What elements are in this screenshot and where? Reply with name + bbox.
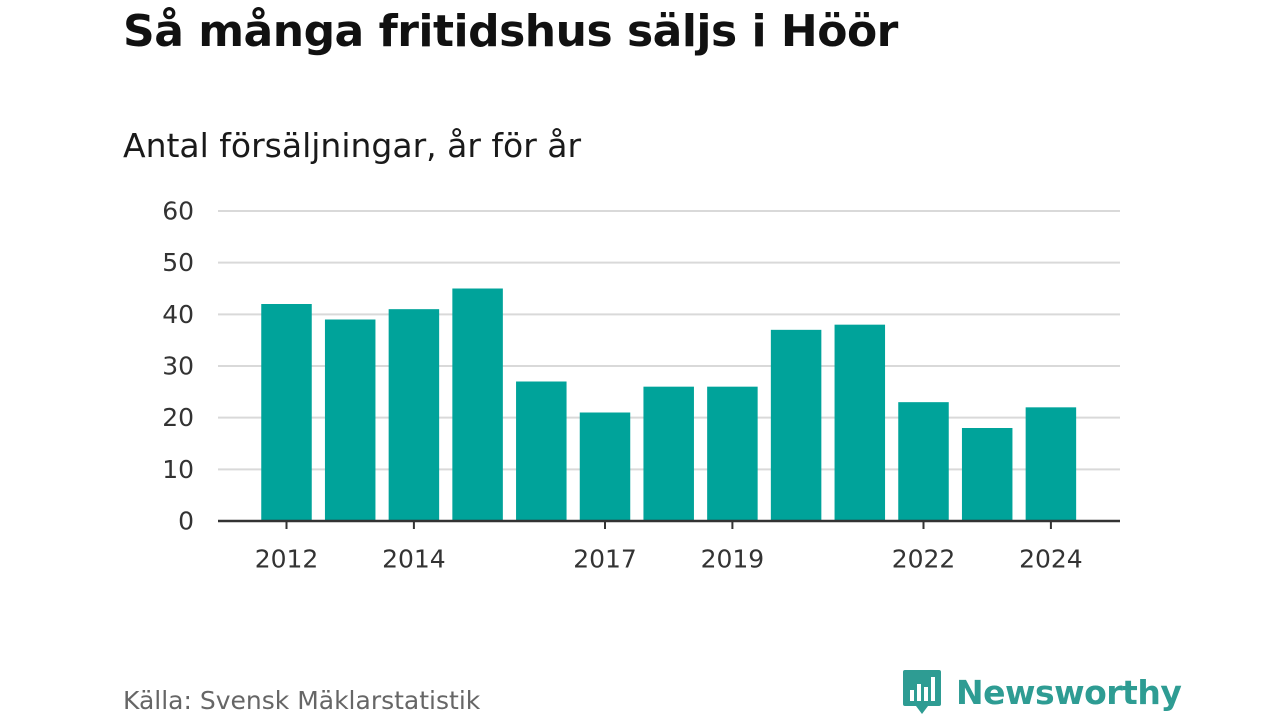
brand-name: Newsworthy xyxy=(956,672,1182,712)
x-tick-label: 2017 xyxy=(573,545,637,574)
bar-2020 xyxy=(770,329,822,521)
y-tick-label: 60 xyxy=(162,197,194,226)
x-tick-label: 2024 xyxy=(1019,545,1083,574)
chart-subtitle: Antal försäljningar, år för år xyxy=(123,126,582,165)
chart-title: Så många fritidshus säljs i Höör xyxy=(123,6,898,57)
bar-2013 xyxy=(324,319,376,521)
x-tick-label: 2019 xyxy=(701,545,765,574)
y-tick-label: 0 xyxy=(178,507,194,536)
bar-2022 xyxy=(898,402,949,521)
x-tick-label: 2014 xyxy=(382,545,446,574)
bar-chart-speech-bubble-icon xyxy=(903,670,941,714)
bar-2024 xyxy=(1025,407,1077,521)
y-tick-label: 20 xyxy=(162,403,194,432)
bar-2016 xyxy=(516,381,567,521)
y-tick-label: 10 xyxy=(162,455,194,484)
y-tick-label: 40 xyxy=(162,300,194,329)
bar-2015 xyxy=(452,288,503,521)
bar-2012 xyxy=(261,304,312,521)
x-tick-label: 2022 xyxy=(892,545,956,574)
source-note: Källa: Svensk Mäklarstatistik xyxy=(123,686,481,715)
y-tick-label: 50 xyxy=(162,248,194,277)
bar-2023 xyxy=(961,428,1013,521)
y-tick-label: 30 xyxy=(162,352,194,381)
bar-2017 xyxy=(579,412,631,521)
bar-2019 xyxy=(707,386,758,521)
bar-2018 xyxy=(643,386,694,521)
bar-2021 xyxy=(834,324,886,521)
brand-logo: Newsworthy xyxy=(902,668,1182,716)
x-tick-label: 2012 xyxy=(255,545,319,574)
bar-2014 xyxy=(388,309,440,521)
